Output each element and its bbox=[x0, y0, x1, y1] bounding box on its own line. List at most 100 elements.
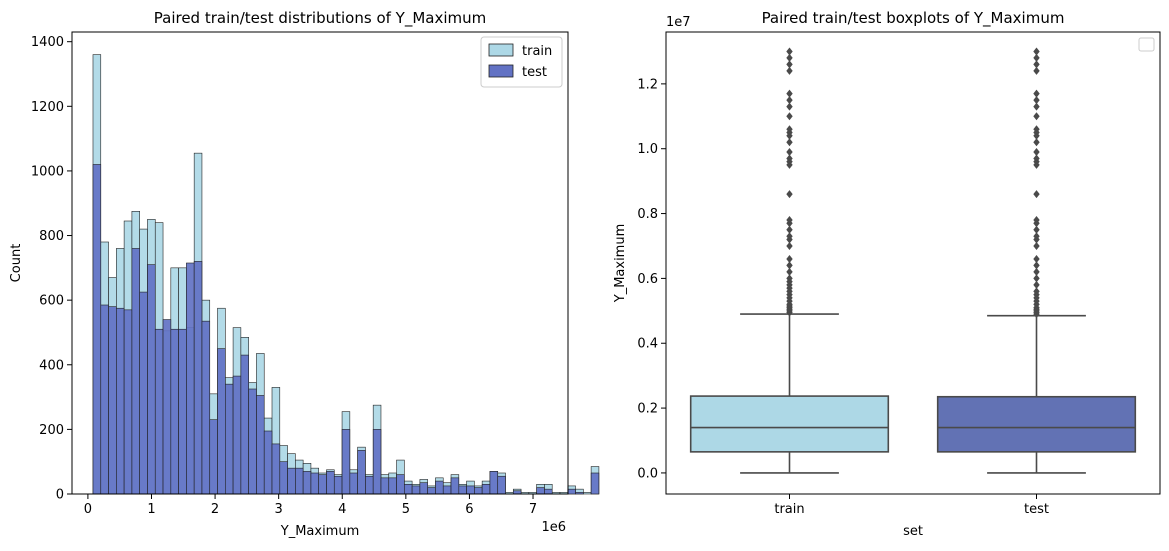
x-tick-label: train bbox=[774, 502, 804, 517]
x-tick-label: 5 bbox=[402, 502, 410, 517]
test-bar bbox=[154, 328, 164, 495]
train-bar bbox=[583, 492, 592, 495]
test-bar bbox=[225, 383, 234, 495]
test-bar bbox=[481, 484, 491, 495]
histogram-y-ticks: 0 200 400 600 800 1000 1200 1400 bbox=[31, 35, 72, 503]
test-bar bbox=[263, 430, 273, 495]
test-bar bbox=[575, 492, 584, 495]
outlier-point bbox=[1033, 53, 1040, 62]
outlier-point bbox=[786, 241, 793, 250]
outlier-point bbox=[786, 138, 793, 147]
histogram-title: Paired train/test distributions of Y_Max… bbox=[154, 9, 487, 28]
outlier-point bbox=[786, 89, 793, 98]
histogram-panel: Paired train/test distributions of Y_Max… bbox=[9, 9, 600, 539]
test-bar bbox=[92, 164, 102, 495]
test-bar bbox=[240, 354, 249, 495]
y-tick-label: 0.6 bbox=[637, 272, 658, 287]
box bbox=[689, 395, 890, 453]
boxplot-panel: Paired train/test boxplots of Y_Maximum … bbox=[613, 9, 1161, 539]
test-bar bbox=[489, 471, 499, 495]
outlier-point bbox=[786, 102, 793, 111]
test-bar bbox=[123, 309, 133, 495]
outlier-point bbox=[1033, 66, 1040, 75]
test-bar bbox=[287, 467, 296, 495]
test-bar bbox=[108, 306, 117, 495]
test-bar bbox=[544, 488, 553, 495]
test-bar bbox=[310, 472, 320, 495]
boxplot-y-label: Y_Maximum bbox=[613, 224, 628, 304]
boxplot-title: Paired train/test boxplots of Y_Maximum bbox=[762, 9, 1065, 28]
outlier-point bbox=[1033, 147, 1040, 156]
outlier-point bbox=[786, 125, 793, 134]
outlier-point bbox=[1033, 190, 1040, 199]
y-tick-label: 400 bbox=[39, 358, 64, 373]
test-bar bbox=[279, 461, 288, 495]
test-bar bbox=[404, 484, 413, 495]
test-bar bbox=[497, 475, 506, 495]
test-bar bbox=[201, 320, 211, 495]
test-bar bbox=[567, 488, 576, 495]
outlier-point bbox=[786, 154, 793, 163]
test-bar bbox=[295, 467, 304, 495]
test-bar bbox=[100, 304, 109, 495]
outlier-point bbox=[786, 60, 793, 69]
y-tick-label: 0 bbox=[56, 488, 64, 503]
test-bar bbox=[302, 471, 312, 495]
test-bar bbox=[318, 474, 327, 495]
test-bar bbox=[435, 480, 444, 495]
x-tick-label: test bbox=[1024, 502, 1049, 517]
outlier-point bbox=[786, 96, 793, 105]
y-tick-label: 0.2 bbox=[637, 402, 658, 417]
outlier-point bbox=[1033, 89, 1040, 98]
histogram-y-label: Count bbox=[9, 244, 24, 283]
outlier-point bbox=[786, 254, 793, 263]
outlier-point bbox=[786, 216, 793, 225]
test-bar bbox=[139, 291, 148, 495]
x-tick-label: 2 bbox=[211, 502, 219, 517]
train-boxplot bbox=[689, 47, 890, 474]
outlier-point bbox=[1033, 112, 1040, 121]
x-tick-label: 3 bbox=[275, 502, 283, 517]
histogram-x-label: Y_Maximum bbox=[280, 524, 360, 539]
x-tick-label: 7 bbox=[529, 502, 537, 517]
test-boxplot bbox=[936, 47, 1137, 474]
legend-train-swatch bbox=[488, 43, 514, 57]
test-bar bbox=[536, 487, 545, 495]
test-bar bbox=[427, 487, 436, 495]
test-bar bbox=[396, 474, 405, 495]
outlier-point bbox=[1033, 232, 1040, 241]
test-bar bbox=[170, 328, 179, 495]
outlier-point bbox=[1033, 241, 1040, 250]
test-bar bbox=[372, 429, 382, 495]
test-bar bbox=[365, 475, 374, 495]
test-bar bbox=[162, 319, 172, 495]
test-bar bbox=[419, 482, 428, 495]
test-bar bbox=[590, 472, 600, 495]
x-tick-label: 4 bbox=[338, 502, 346, 517]
outlier-point bbox=[786, 267, 793, 276]
boxplot-x-ticks: train test bbox=[774, 494, 1049, 517]
y-tick-label: 0.0 bbox=[637, 466, 658, 481]
outlier-point bbox=[1033, 216, 1040, 225]
test-bar bbox=[326, 471, 335, 495]
test-bar bbox=[256, 395, 265, 495]
test-bar bbox=[349, 472, 358, 495]
test-bar bbox=[450, 477, 460, 495]
boxplot-boxes bbox=[689, 47, 1137, 474]
test-bar bbox=[341, 429, 351, 495]
outlier-point bbox=[1033, 225, 1040, 234]
y-tick-label: 1.0 bbox=[637, 142, 658, 157]
x-tick-label: 6 bbox=[465, 502, 473, 517]
legend-test-label: test bbox=[522, 65, 547, 80]
boxplot-axes-frame bbox=[665, 31, 1161, 495]
outlier-point bbox=[1033, 274, 1040, 283]
outlier-point bbox=[786, 53, 793, 62]
y-tick-label: 0.8 bbox=[637, 207, 658, 222]
outlier-point bbox=[786, 112, 793, 121]
histogram-legend: train test bbox=[480, 36, 563, 88]
box bbox=[936, 395, 1137, 453]
y-tick-label: 1.2 bbox=[637, 77, 658, 92]
test-bar bbox=[333, 475, 343, 495]
test-bar bbox=[458, 485, 467, 495]
